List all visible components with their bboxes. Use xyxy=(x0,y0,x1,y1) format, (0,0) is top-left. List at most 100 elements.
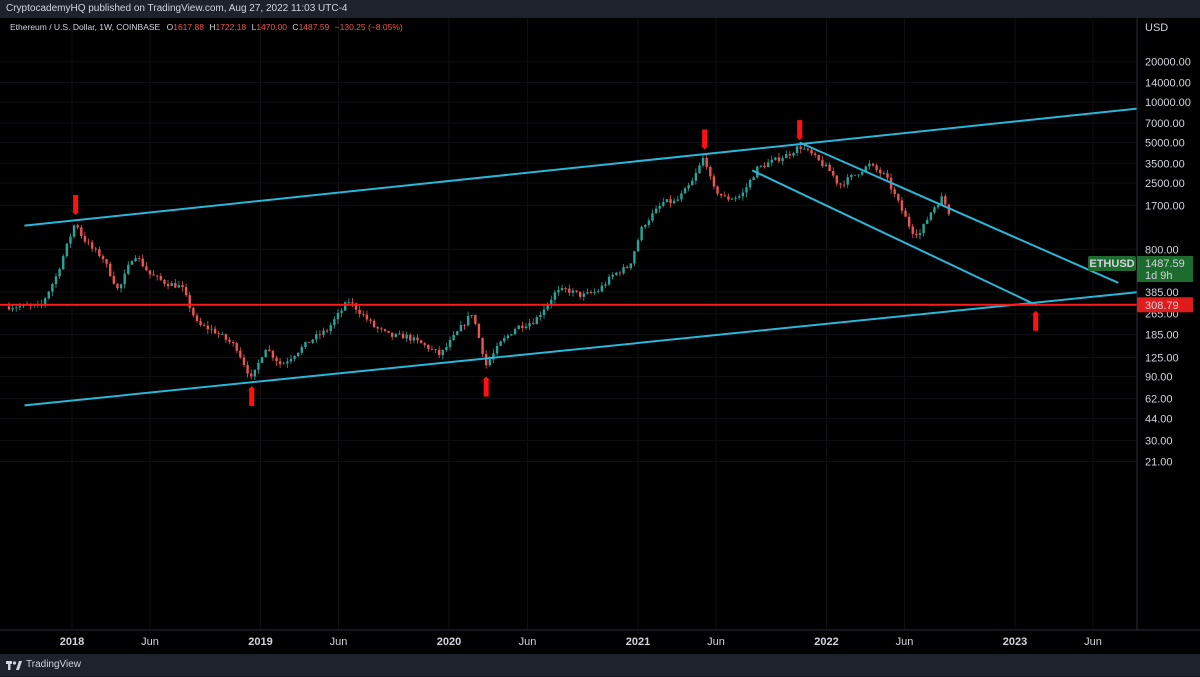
candle-body xyxy=(145,266,148,271)
candle-body xyxy=(387,330,390,333)
candle-body xyxy=(676,199,679,201)
candle-body xyxy=(723,195,726,197)
candle-body xyxy=(553,292,557,300)
legend-low: 1470.00 xyxy=(256,22,287,32)
candle-body xyxy=(380,328,383,330)
candle-body xyxy=(69,236,72,244)
channel-upper-line[interactable] xyxy=(24,107,1141,227)
legend-open: 1617.88 xyxy=(173,22,204,32)
candle-body xyxy=(130,261,134,265)
candle-body xyxy=(405,334,408,339)
x-tick-label: Jun xyxy=(707,636,725,648)
last-price-badge xyxy=(1137,256,1193,282)
candle-body xyxy=(839,183,842,185)
candle-body xyxy=(795,146,799,154)
drawings[interactable] xyxy=(0,107,1141,407)
candle-body xyxy=(770,159,773,163)
candle-body xyxy=(109,263,112,277)
candle-body xyxy=(307,341,311,343)
candle-body xyxy=(315,334,318,340)
candle-body xyxy=(448,340,452,347)
candle-body xyxy=(105,259,108,264)
candle-body xyxy=(745,187,748,193)
candle-body xyxy=(575,290,578,292)
candle-body xyxy=(333,319,336,326)
candle-body xyxy=(521,325,524,328)
candle-body xyxy=(806,148,810,150)
footer-bar: TradingView xyxy=(0,654,1200,676)
candle-body xyxy=(481,337,484,355)
candle-body xyxy=(304,341,307,347)
candle-body xyxy=(922,223,925,234)
candle-body xyxy=(398,333,401,335)
candle-body xyxy=(119,284,123,289)
candle-body xyxy=(568,288,571,293)
candle-body xyxy=(850,174,853,178)
candle-body xyxy=(430,348,434,350)
candle-body xyxy=(423,343,426,345)
candle-body xyxy=(116,283,119,289)
candle-body xyxy=(785,154,788,159)
candle-body xyxy=(286,361,289,364)
chart-area[interactable]: USD 20000.00 14000.00 10000.00 7000.00 5000.… xyxy=(0,18,1200,654)
candle-body xyxy=(427,344,430,349)
candle-body xyxy=(622,266,625,274)
candle-body xyxy=(376,327,379,329)
candle-body xyxy=(65,243,69,257)
candle-body xyxy=(564,288,567,289)
x-tick-label: 2022 xyxy=(814,636,838,648)
candle-body xyxy=(752,177,755,181)
candle-body xyxy=(618,272,622,274)
candle-body xyxy=(362,313,365,315)
candle-body xyxy=(195,315,199,322)
candle-body xyxy=(134,258,137,262)
candle-body xyxy=(463,325,466,326)
candle-body xyxy=(54,276,58,285)
arrow-down-icon xyxy=(695,129,714,150)
candle-body xyxy=(419,340,423,344)
candle-body xyxy=(163,279,166,284)
candle-body xyxy=(43,298,47,305)
candle-body xyxy=(466,315,470,326)
candle-body xyxy=(644,224,647,227)
y-tick-label: 90.00 xyxy=(1145,372,1173,384)
y-tick-label: 3500.00 xyxy=(1145,158,1185,170)
channel-lower-line[interactable] xyxy=(24,290,1141,407)
candle-body xyxy=(260,357,264,363)
descending-lower-line[interactable] xyxy=(751,169,1037,306)
candle-body xyxy=(235,343,238,351)
publisher-text: CryptocademyHQ published on TradingView.… xyxy=(6,3,348,14)
chart-background xyxy=(0,18,1200,654)
candle-body xyxy=(799,146,802,149)
candle-body xyxy=(604,284,607,286)
x-tick-label: Jun xyxy=(330,636,348,648)
descending-upper-line[interactable] xyxy=(799,141,1119,284)
candle-body xyxy=(658,205,661,209)
candle-body xyxy=(821,160,824,167)
candle-body xyxy=(542,309,546,315)
candle-body xyxy=(83,236,87,242)
candle-body xyxy=(58,269,61,277)
candle-body xyxy=(792,153,795,156)
y-tick-label: 1700.00 xyxy=(1145,200,1185,212)
candle-body xyxy=(680,193,683,200)
candle-body xyxy=(586,292,589,294)
candle-body xyxy=(582,293,585,297)
candle-body xyxy=(535,317,538,325)
candle-body xyxy=(488,359,491,366)
legend-symbol: Ethereum / U.S. Dollar, 1W, COINBASE xyxy=(10,22,161,32)
candle-body xyxy=(777,157,781,162)
candle-body xyxy=(716,186,719,194)
candle-body xyxy=(51,284,54,292)
candle-body xyxy=(445,346,448,350)
candle-body xyxy=(546,304,549,310)
candle-body xyxy=(239,350,242,358)
candle-body xyxy=(206,325,210,330)
candle-body xyxy=(766,162,770,168)
candle-body xyxy=(123,273,126,285)
candle-body xyxy=(560,288,564,290)
candle-body xyxy=(835,175,839,184)
arrow-up-icon xyxy=(477,376,496,397)
candle-body xyxy=(824,164,828,167)
candle-body xyxy=(94,248,97,250)
